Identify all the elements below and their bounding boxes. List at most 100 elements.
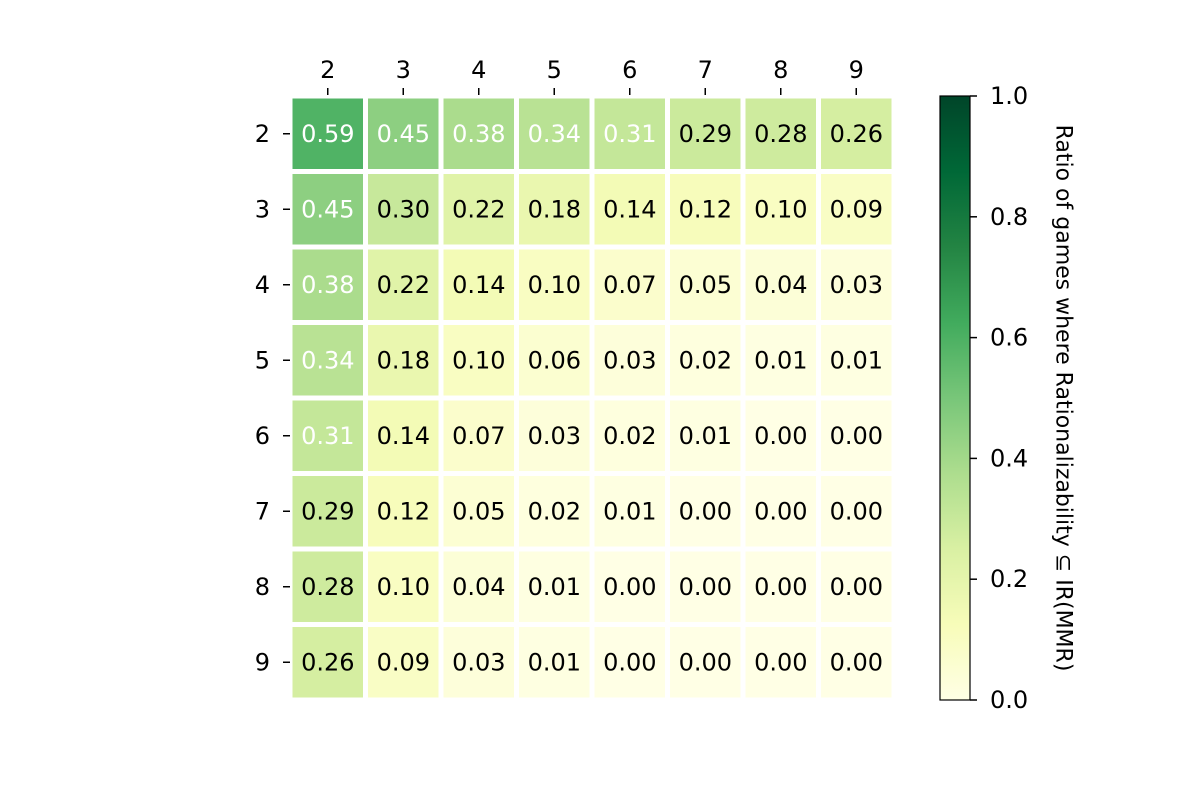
heatmap-cell-label: 0.05 (452, 497, 505, 525)
heatmap-cell-label: 0.03 (528, 422, 581, 450)
heatmap-cell-r7-c8 (745, 476, 816, 547)
heatmap-cell-label: 0.00 (679, 497, 732, 525)
x-tick-label: 6 (622, 56, 637, 84)
heatmap-cell-r5-c7 (670, 325, 741, 396)
heatmap-cell-r4-c6 (594, 249, 665, 320)
heatmap-cell-r5-c3 (368, 325, 439, 396)
heatmap-cell-r6-c5 (519, 400, 590, 471)
heatmap-cell-r4-c8 (745, 249, 816, 320)
y-tick-label: 5 (255, 346, 270, 374)
heatmap-cell-label: 0.38 (301, 271, 354, 299)
heatmap-cell-label: 0.02 (603, 422, 656, 450)
heatmap-cell-r9-c4 (443, 627, 514, 698)
heatmap-cell-label: 0.01 (528, 573, 581, 601)
heatmap-cell-label: 0.26 (301, 648, 354, 676)
heatmap-cell-label: 0.02 (679, 346, 732, 374)
colorbar-gradient (939, 95, 971, 701)
y-tick-label: 6 (255, 422, 270, 450)
heatmap-cell-r6-c9 (821, 400, 892, 471)
heatmap-cell-label: 0.18 (528, 195, 581, 223)
heatmap-cell-r8-c8 (745, 551, 816, 622)
heatmap-cell-r3-c4 (443, 174, 514, 245)
heatmap-cell-r6-c2 (292, 400, 363, 471)
heatmap-cell-r5-c5 (519, 325, 590, 396)
heatmap-cell-r9-c7 (670, 627, 741, 698)
colorbar-tick-label: 0.2 (990, 565, 1028, 593)
heatmap-cell-label: 0.18 (377, 346, 430, 374)
heatmap-cell-r6-c7 (670, 400, 741, 471)
heatmap-cell-r8-c6 (594, 551, 665, 622)
heatmap-cell-label: 0.00 (679, 648, 732, 676)
heatmap-cell-r4-c4 (443, 249, 514, 320)
heatmap-cell-r9-c2 (292, 627, 363, 698)
colorbar-tick-label: 0.8 (990, 203, 1028, 231)
heatmap-cell-label: 0.34 (301, 346, 354, 374)
heatmap-cell-r4-c5 (519, 249, 590, 320)
x-tick-label: 5 (547, 56, 562, 84)
heatmap-cell-r3-c8 (745, 174, 816, 245)
heatmap-cell-r7-c6 (594, 476, 665, 547)
heatmap-cell-label: 0.00 (754, 497, 807, 525)
heatmap-cell-r3-c3 (368, 174, 439, 245)
x-tick-label: 4 (471, 56, 486, 84)
heatmap-cell-label: 0.00 (754, 648, 807, 676)
heatmap-cell-r8-c4 (443, 551, 514, 622)
x-axis: 2 3 4 5 6 7 8 9 (320, 56, 864, 95)
heatmap-cell-r5-c8 (745, 325, 816, 396)
heatmap-cell-r6-c8 (745, 400, 816, 471)
heatmap-cell-label: 0.01 (679, 422, 732, 450)
heatmap-cell-r3-c9 (821, 174, 892, 245)
heatmap-cell-label: 0.12 (679, 195, 732, 223)
heatmap-cell-label: 0.07 (452, 422, 505, 450)
heatmap-cell-r9-c3 (368, 627, 439, 698)
heatmap-cell-label: 0.09 (830, 195, 883, 223)
heatmap-cell-label: 0.04 (452, 573, 505, 601)
heatmap-cell-label: 0.00 (830, 573, 883, 601)
heatmap-cell-r9-c6 (594, 627, 665, 698)
x-tick-label: 2 (320, 56, 335, 84)
heatmap-cell-label: 0.31 (301, 422, 354, 450)
heatmap-cell-label: 0.04 (754, 271, 807, 299)
heatmap-cell-label: 0.00 (603, 573, 656, 601)
colorbar-label: Ratio of games where Rationalizability ⊆… (1051, 125, 1076, 672)
heatmap-cell-label: 0.59 (301, 120, 354, 148)
heatmap-cell-r5-c9 (821, 325, 892, 396)
heatmap-cell-label: 0.29 (301, 497, 354, 525)
heatmap-cell-r2-c2 (292, 98, 363, 169)
heatmap-cell-r3-c5 (519, 174, 590, 245)
heatmap-cell-label: 0.00 (603, 648, 656, 676)
heatmap-cell-r5-c2 (292, 325, 363, 396)
y-tick-label: 9 (255, 648, 270, 676)
colorbar: 0.0 0.2 0.4 0.6 0.8 1.0 Ratio of games where R… (939, 82, 1076, 714)
heatmap-cell-label: 0.22 (452, 195, 505, 223)
heatmap-cell-label: 0.26 (830, 120, 883, 148)
heatmap-cell-r7-c3 (368, 476, 439, 547)
heatmap-cell-label: 0.10 (528, 271, 581, 299)
heatmap-cell-label: 0.29 (679, 120, 732, 148)
y-tick-label: 7 (255, 497, 270, 525)
heatmap-cell-r8-c9 (821, 551, 892, 622)
heatmap-cell-label: 0.45 (301, 195, 354, 223)
heatmap-cell-r2-c8 (745, 98, 816, 169)
heatmap-cell-r7-c2 (292, 476, 363, 547)
y-tick-label: 8 (255, 573, 270, 601)
heatmap-cell-label: 0.45 (377, 120, 430, 148)
y-tick-label: 3 (255, 195, 270, 223)
heatmap-cell-r8-c5 (519, 551, 590, 622)
heatmap-cell-label: 0.28 (301, 573, 354, 601)
heatmap-cell-label: 0.05 (679, 271, 732, 299)
heatmap-cell-r2-c5 (519, 98, 590, 169)
heatmap-cell-label: 0.03 (830, 271, 883, 299)
heatmap-cell-label: 0.00 (830, 497, 883, 525)
heatmap-cell-label: 0.02 (528, 497, 581, 525)
x-tick-label: 3 (396, 56, 411, 84)
heatmap-cell-label: 0.14 (603, 195, 656, 223)
x-tick-label: 9 (849, 56, 864, 84)
heatmap-cell-r2-c3 (368, 98, 439, 169)
heatmap-cell-r8-c3 (368, 551, 439, 622)
heatmap-cell-r7-c7 (670, 476, 741, 547)
colorbar-tick-label: 1.0 (990, 82, 1028, 110)
heatmap-cells: 0.59 0.45 0.38 0.34 0.31 0.29 0.28 0.26 0.45 0.30… (292, 98, 892, 698)
